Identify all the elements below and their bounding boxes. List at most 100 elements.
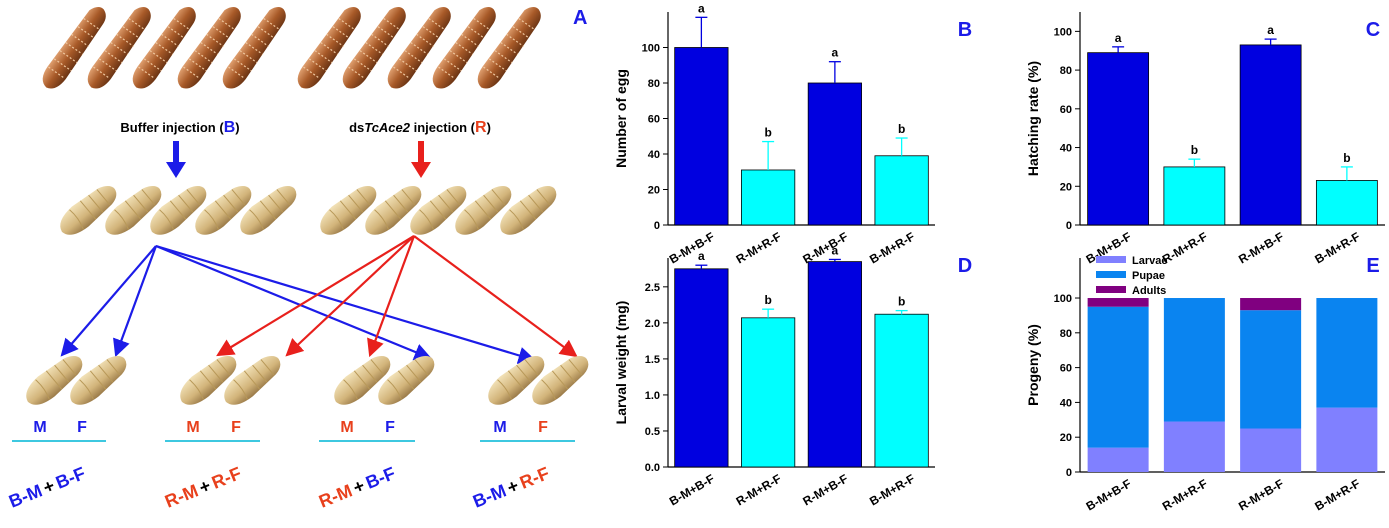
significance-letter: a <box>1115 31 1122 45</box>
cross-label: R-M+R-F <box>162 463 244 512</box>
y-tick-label: 0 <box>1066 467 1072 479</box>
bar <box>1240 45 1301 225</box>
significance-letter: a <box>1267 23 1274 37</box>
x-tick-label: B-M+B-F <box>667 229 717 266</box>
significance-letter: b <box>1191 143 1198 157</box>
y-tick-label: 2.0 <box>645 318 660 330</box>
y-tick-label: 1.5 <box>645 354 660 366</box>
x-tick-label: B-M+B-F <box>1084 476 1134 513</box>
error-bar <box>1112 47 1124 53</box>
significance-letter: b <box>764 126 771 140</box>
y-tick-label: 1.0 <box>645 390 660 402</box>
error-bar <box>1188 159 1200 167</box>
cross-label: B-M+B-F <box>6 463 88 512</box>
y-tick-label: 0.5 <box>645 426 660 438</box>
error-bar <box>695 265 707 269</box>
x-tick-label: R-M+R-F <box>734 471 784 508</box>
bar <box>1088 53 1149 225</box>
significance-letter: a <box>832 243 839 257</box>
bar <box>875 156 928 225</box>
y-tick-label: 80 <box>1060 65 1072 77</box>
cross-labels: B-M+B-F R-M+R-F R-M+B-F B-M+R-F <box>6 463 552 512</box>
x-tick-label: R-M+B-F <box>1236 476 1286 513</box>
y-tick-label: 40 <box>1060 397 1072 409</box>
error-bar <box>1341 167 1353 181</box>
significance-letter: b <box>898 122 905 136</box>
y-tick-label: 100 <box>642 43 660 55</box>
error-bar <box>1265 39 1277 45</box>
significance-letter: b <box>764 293 771 307</box>
y-tick-label: 0 <box>654 220 660 232</box>
error-bar <box>762 309 774 318</box>
bar-segment <box>1240 310 1301 428</box>
x-tick-label: B-M+B-F <box>667 471 717 508</box>
panel-label: E <box>1366 255 1379 277</box>
y-tick-label: 80 <box>1060 328 1072 340</box>
bar-segment <box>1240 298 1301 310</box>
legend-swatch <box>1096 256 1126 263</box>
x-tick-label: B-M+R-F <box>867 471 917 508</box>
panel-label: C <box>1366 19 1380 41</box>
bar <box>808 262 861 467</box>
legend-label: Larvae <box>1132 255 1167 267</box>
bar <box>675 48 728 226</box>
y-axis-label: Hatching rate (%) <box>1025 61 1041 176</box>
y-axis-label: Progeny (%) <box>1025 324 1041 406</box>
larvae <box>37 2 546 94</box>
x-tick-label: B-M+R-F <box>1312 229 1362 266</box>
error-bar <box>896 311 908 315</box>
significance-letter: b <box>898 295 905 309</box>
y-tick-label: 2.5 <box>645 282 660 294</box>
y-axis-label: Number of egg <box>613 69 629 168</box>
legend-label: Adults <box>1132 285 1166 297</box>
x-tick-label: R-M+B-F <box>800 471 850 508</box>
bar <box>1164 167 1225 225</box>
bar-segment <box>1088 298 1149 307</box>
group-label: dsTcAce2 injection (R) <box>349 119 491 136</box>
legend-swatch <box>1096 286 1126 293</box>
y-tick-label: 60 <box>648 114 660 126</box>
y-tick-label: 100 <box>1054 26 1072 38</box>
y-tick-label: 60 <box>1060 104 1072 116</box>
bar <box>741 170 794 225</box>
bar-segment <box>1240 429 1301 472</box>
x-tick-label: R-M+R-F <box>734 229 784 266</box>
x-tick-label: R-M+B-F <box>800 229 850 266</box>
y-axis-label: Larval weight (mg) <box>613 301 629 425</box>
figure: A Buffer injection (B) dsTcAce2 injectio… <box>0 0 1389 528</box>
y-tick-label: 20 <box>1060 432 1072 444</box>
panel-label: D <box>958 255 972 277</box>
male-label: M <box>493 419 506 436</box>
y-tick-label: 40 <box>648 149 660 161</box>
cross-label: B-M+R-F <box>470 463 552 512</box>
bar <box>808 83 861 225</box>
panel-label: A <box>573 7 587 29</box>
error-bar <box>762 142 774 170</box>
male-label: M <box>340 419 353 436</box>
y-tick-label: 0 <box>1066 220 1072 232</box>
y-tick-label: 20 <box>1060 181 1072 193</box>
y-tick-label: 100 <box>1054 293 1072 305</box>
male-label: M <box>33 419 46 436</box>
bar-segment <box>1316 408 1377 472</box>
sex-labels: M F M F M F M F <box>33 419 548 436</box>
bar-segment <box>1316 298 1377 408</box>
female-label: F <box>538 419 548 436</box>
bar <box>875 314 928 467</box>
legend-label: Pupae <box>1132 270 1165 282</box>
error-bar <box>896 138 908 156</box>
y-tick-label: 80 <box>648 78 660 90</box>
pupae <box>54 178 563 242</box>
panel-a: A Buffer injection (B) dsTcAce2 injectio… <box>6 2 594 512</box>
female-label: F <box>77 419 87 436</box>
female-label: F <box>231 419 241 436</box>
significance-letter: a <box>832 46 839 60</box>
x-tick-label: B-M+R-F <box>1312 476 1362 513</box>
significance-letter: b <box>1343 151 1350 165</box>
y-tick-label: 60 <box>1060 363 1072 375</box>
x-tick-label: R-M+R-F <box>1160 476 1210 513</box>
male-label: M <box>186 419 199 436</box>
error-bar <box>695 17 707 47</box>
group-label: Buffer injection (B) <box>120 119 239 136</box>
